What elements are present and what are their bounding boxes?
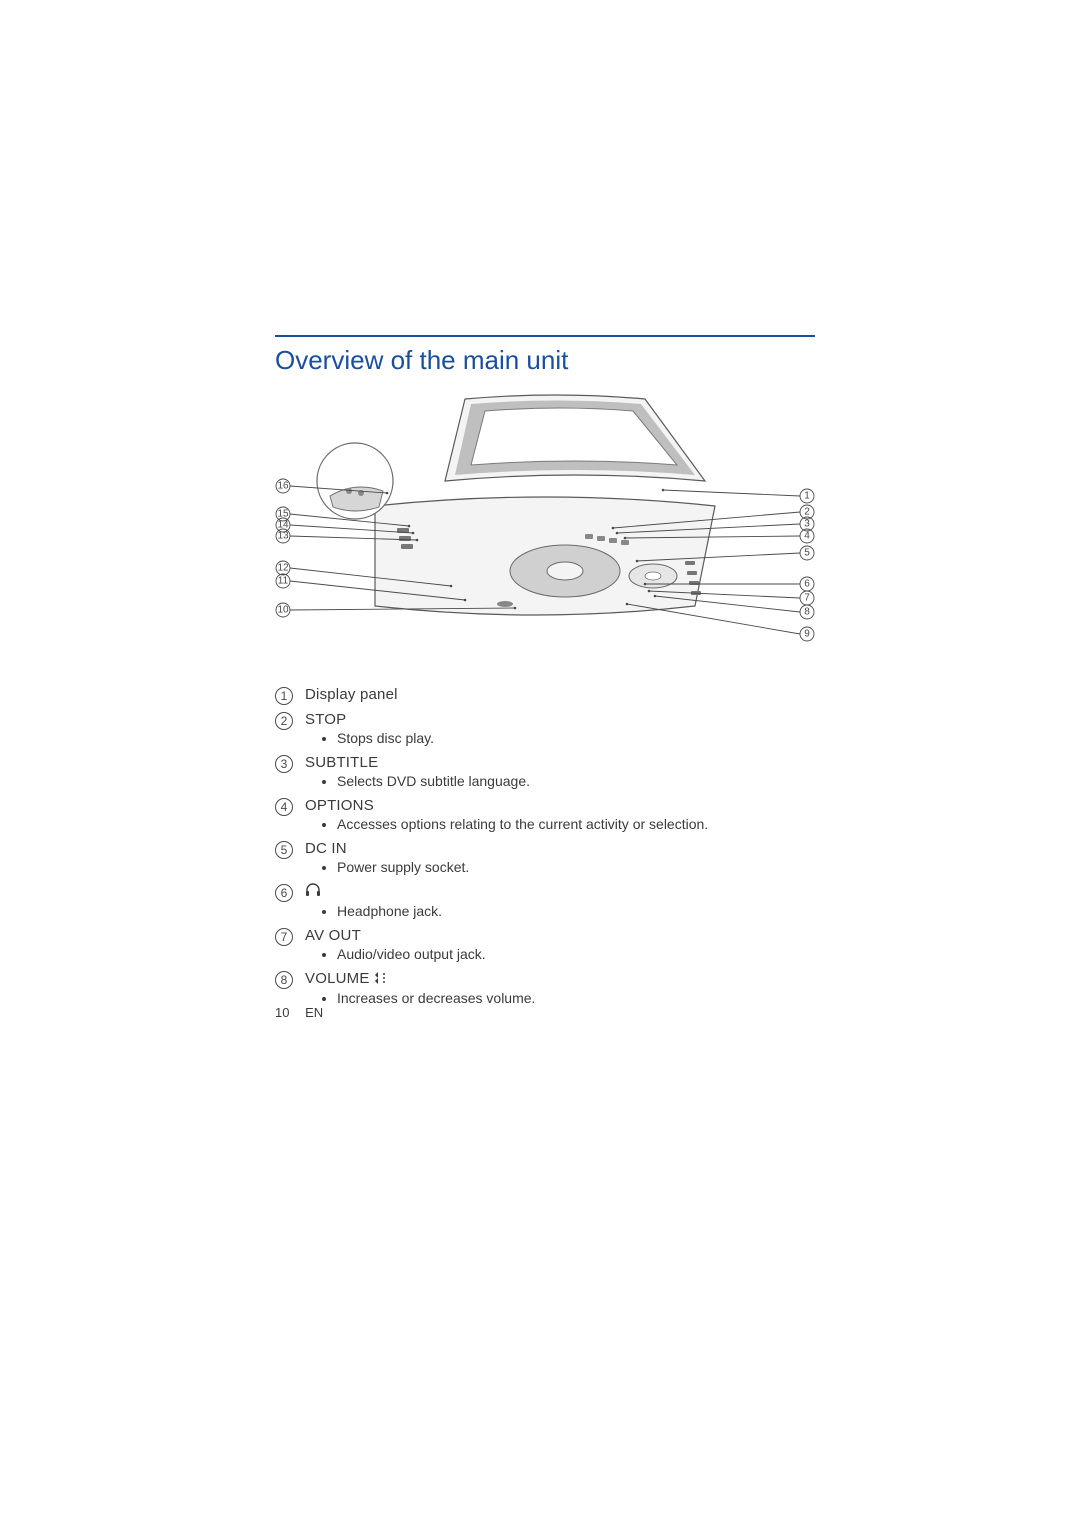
- legend-sub-list: Increases or decreases volume.: [305, 990, 815, 1006]
- device-illustration: [317, 395, 715, 615]
- legend-term: DC IN: [305, 840, 815, 857]
- svg-text:16: 16: [277, 481, 289, 492]
- legend-sub-list: Audio/video output jack.: [305, 946, 815, 962]
- legend-sub-list: Stops disc play.: [305, 730, 815, 746]
- legend-sub-item: Selects DVD subtitle language.: [337, 773, 815, 789]
- svg-text:11: 11: [278, 576, 289, 587]
- section-title: Overview of the main unit: [275, 345, 815, 376]
- legend-number: 3: [275, 755, 293, 773]
- legend-number: 8: [275, 971, 293, 989]
- legend-sub-item: Stops disc play.: [337, 730, 815, 746]
- legend-sub-list: Selects DVD subtitle language.: [305, 773, 815, 789]
- legend-term: STOP: [305, 711, 815, 728]
- svg-text:3: 3: [804, 519, 810, 530]
- legend-row: 1 Display panel: [275, 686, 815, 705]
- legend-body: STOP Stops disc play.: [305, 711, 815, 748]
- svg-text:2: 2: [804, 507, 810, 518]
- legend-term: SUBTITLE: [305, 754, 815, 771]
- legend-body: VOLUME Increases or decreases volume.: [305, 970, 815, 1008]
- legend-sub-list: Accesses options relating to the current…: [305, 816, 815, 832]
- legend-body: DC IN Power supply socket.: [305, 840, 815, 877]
- headphone-icon: [305, 883, 321, 897]
- page-footer: 10 EN: [275, 1005, 323, 1020]
- legend-term: [305, 883, 815, 901]
- svg-text:1: 1: [804, 491, 810, 502]
- svg-text:13: 13: [277, 531, 289, 542]
- legend-term: Display panel: [305, 686, 815, 703]
- legend-list: 1 Display panel 2 STOP Stops disc play. 3 SUBT…: [275, 686, 815, 1008]
- legend-sub-list: Headphone jack.: [305, 903, 815, 919]
- legend-number: 6: [275, 884, 293, 902]
- svg-text:7: 7: [804, 593, 810, 604]
- legend-body: OPTIONS Accesses options relating to the …: [305, 797, 815, 834]
- svg-text:4: 4: [804, 531, 810, 542]
- legend-sub-item: Power supply socket.: [337, 859, 815, 875]
- legend-body: Display panel: [305, 686, 815, 703]
- legend-term: AV OUT: [305, 927, 815, 944]
- legend-row: 4 OPTIONS Accesses options relating to the…: [275, 797, 815, 834]
- legend-number: 2: [275, 712, 293, 730]
- svg-text:10: 10: [277, 605, 289, 616]
- legend-row: 8 VOLUME Increases or decreases volume.: [275, 970, 815, 1008]
- legend-row: 2 STOP Stops disc play.: [275, 711, 815, 748]
- legend-sub-item: Audio/video output jack.: [337, 946, 815, 962]
- device-diagram: 123456789 16151413121110: [275, 386, 815, 656]
- legend-sub-item: Headphone jack.: [337, 903, 815, 919]
- legend-number: 7: [275, 928, 293, 946]
- legend-term: VOLUME: [305, 970, 815, 988]
- svg-text:5: 5: [804, 548, 810, 559]
- svg-text:8: 8: [804, 607, 810, 618]
- vol-arrows-icon: [372, 971, 390, 988]
- legend-row: 3 SUBTITLE Selects DVD subtitle language.: [275, 754, 815, 791]
- svg-text:9: 9: [804, 629, 810, 640]
- page: Overview of the main unit: [0, 0, 1080, 1528]
- legend-row: 6 Headphone jack.: [275, 883, 815, 921]
- legend-number: 5: [275, 841, 293, 859]
- legend-sub-item: Increases or decreases volume.: [337, 990, 815, 1006]
- legend-body: AV OUT Audio/video output jack.: [305, 927, 815, 964]
- page-lang: EN: [305, 1005, 323, 1020]
- legend-term: OPTIONS: [305, 797, 815, 814]
- legend-row: 7 AV OUT Audio/video output jack.: [275, 927, 815, 964]
- legend-sub-item: Accesses options relating to the current…: [337, 816, 815, 832]
- legend-number: 4: [275, 798, 293, 816]
- legend-body: SUBTITLE Selects DVD subtitle language.: [305, 754, 815, 791]
- svg-text:12: 12: [277, 563, 289, 574]
- legend-body: Headphone jack.: [305, 883, 815, 921]
- section-rule: [275, 335, 815, 337]
- legend-sub-list: Power supply socket.: [305, 859, 815, 875]
- legend-row: 5 DC IN Power supply socket.: [275, 840, 815, 877]
- page-number: 10: [275, 1005, 289, 1020]
- content-column: Overview of the main unit: [275, 335, 815, 1014]
- legend-number: 1: [275, 687, 293, 705]
- svg-text:6: 6: [804, 579, 810, 590]
